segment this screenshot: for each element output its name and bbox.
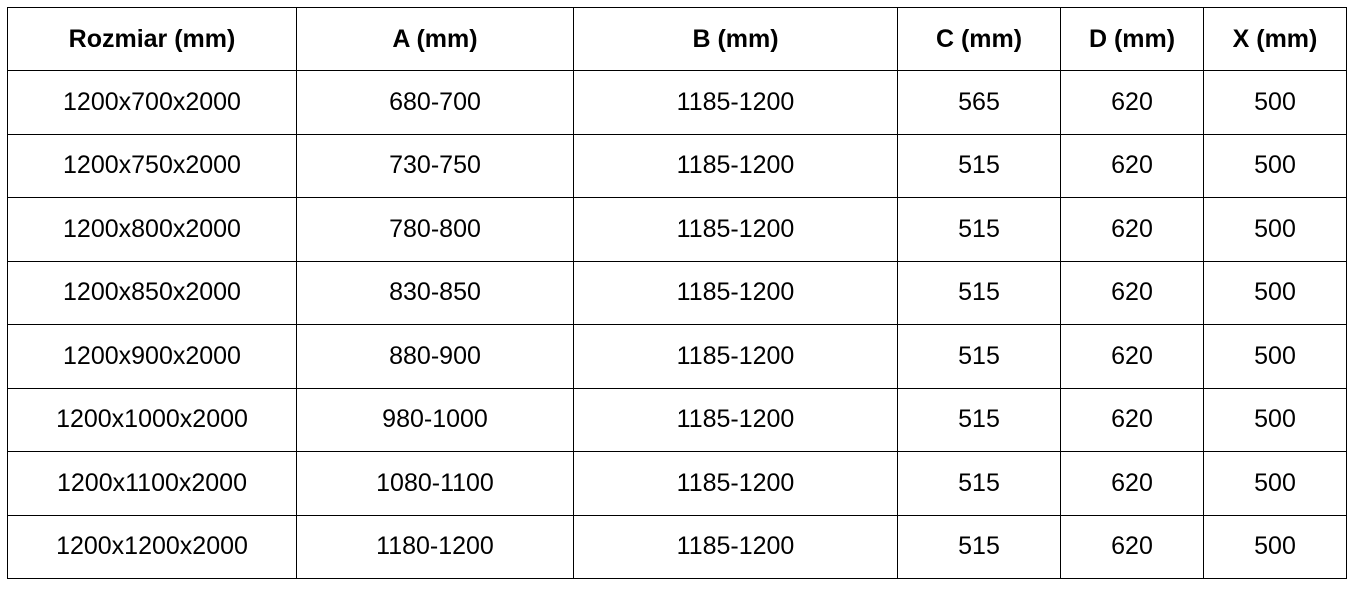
cell-d: 620 bbox=[1060, 387, 1204, 452]
cell-c: 515 bbox=[897, 133, 1061, 198]
cell-size: 1200x700x2000 bbox=[7, 70, 297, 135]
cell-a: 780-800 bbox=[296, 197, 574, 262]
table-row: 1200x850x2000 830-850 1185-1200 515 620 500 bbox=[7, 260, 1347, 325]
cell-a: 730-750 bbox=[296, 133, 574, 198]
cell-c: 515 bbox=[897, 387, 1061, 452]
cell-x: 500 bbox=[1203, 324, 1347, 389]
cell-d: 620 bbox=[1060, 70, 1204, 135]
cell-x: 500 bbox=[1203, 387, 1347, 452]
cell-b: 1185-1200 bbox=[573, 197, 898, 262]
table-row: 1200x700x2000 680-700 1185-1200 565 620 500 bbox=[7, 70, 1347, 135]
cell-size: 1200x1000x2000 bbox=[7, 387, 297, 452]
cell-size: 1200x850x2000 bbox=[7, 260, 297, 325]
cell-x: 500 bbox=[1203, 260, 1347, 325]
header-d: D (mm) bbox=[1060, 7, 1204, 71]
cell-b: 1185-1200 bbox=[573, 514, 898, 579]
cell-size: 1200x1100x2000 bbox=[7, 451, 297, 516]
table-body: 1200x700x2000 680-700 1185-1200 565 620 500 12… bbox=[7, 70, 1347, 579]
cell-b: 1185-1200 bbox=[573, 133, 898, 198]
cell-size: 1200x900x2000 bbox=[7, 324, 297, 389]
cell-size: 1200x800x2000 bbox=[7, 197, 297, 262]
cell-a: 880-900 bbox=[296, 324, 574, 389]
header-row: Rozmiar (mm) A (mm) B (mm) C (mm) D (mm)… bbox=[7, 7, 1347, 71]
cell-x: 500 bbox=[1203, 70, 1347, 135]
cell-c: 565 bbox=[897, 70, 1061, 135]
table-row: 1200x1200x2000 1180-1200 1185-1200 515 620 50… bbox=[7, 514, 1347, 579]
cell-d: 620 bbox=[1060, 324, 1204, 389]
cell-a: 830-850 bbox=[296, 260, 574, 325]
cell-d: 620 bbox=[1060, 514, 1204, 579]
table-row: 1200x1000x2000 980-1000 1185-1200 515 620 500 bbox=[7, 387, 1347, 452]
cell-d: 620 bbox=[1060, 133, 1204, 198]
table-row: 1200x800x2000 780-800 1185-1200 515 620 500 bbox=[7, 197, 1347, 262]
cell-b: 1185-1200 bbox=[573, 70, 898, 135]
cell-c: 515 bbox=[897, 324, 1061, 389]
cell-a: 1080-1100 bbox=[296, 451, 574, 516]
cell-b: 1185-1200 bbox=[573, 451, 898, 516]
cell-a: 1180-1200 bbox=[296, 514, 574, 579]
cell-a: 980-1000 bbox=[296, 387, 574, 452]
cell-d: 620 bbox=[1060, 197, 1204, 262]
cell-c: 515 bbox=[897, 451, 1061, 516]
cell-b: 1185-1200 bbox=[573, 260, 898, 325]
cell-x: 500 bbox=[1203, 514, 1347, 579]
cell-x: 500 bbox=[1203, 451, 1347, 516]
header-size: Rozmiar (mm) bbox=[7, 7, 297, 71]
cell-d: 620 bbox=[1060, 451, 1204, 516]
table-row: 1200x1100x2000 1080-1100 1185-1200 515 620 50… bbox=[7, 451, 1347, 516]
cell-c: 515 bbox=[897, 197, 1061, 262]
cell-d: 620 bbox=[1060, 260, 1204, 325]
cell-b: 1185-1200 bbox=[573, 387, 898, 452]
cell-c: 515 bbox=[897, 260, 1061, 325]
cell-x: 500 bbox=[1203, 197, 1347, 262]
header-b: B (mm) bbox=[573, 7, 898, 71]
cell-c: 515 bbox=[897, 514, 1061, 579]
cell-size: 1200x750x2000 bbox=[7, 133, 297, 198]
cell-x: 500 bbox=[1203, 133, 1347, 198]
table-row: 1200x750x2000 730-750 1185-1200 515 620 500 bbox=[7, 133, 1347, 198]
cell-size: 1200x1200x2000 bbox=[7, 514, 297, 579]
header-x: X (mm) bbox=[1203, 7, 1347, 71]
header-c: C (mm) bbox=[897, 7, 1061, 71]
dimensions-table: Rozmiar (mm) A (mm) B (mm) C (mm) D (mm)… bbox=[7, 7, 1347, 579]
header-a: A (mm) bbox=[296, 7, 574, 71]
cell-a: 680-700 bbox=[296, 70, 574, 135]
cell-b: 1185-1200 bbox=[573, 324, 898, 389]
table-row: 1200x900x2000 880-900 1185-1200 515 620 500 bbox=[7, 324, 1347, 389]
